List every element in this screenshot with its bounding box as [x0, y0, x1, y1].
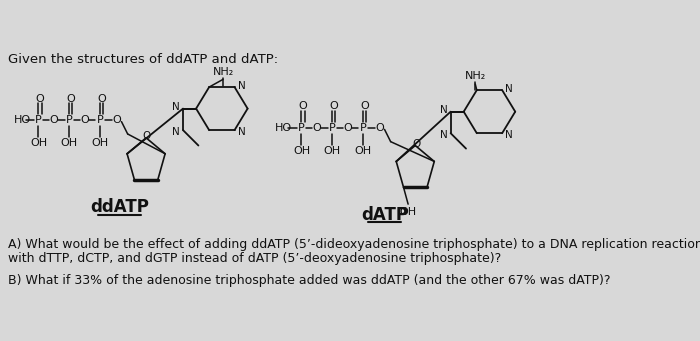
- Text: N: N: [505, 84, 513, 93]
- Text: O: O: [50, 115, 58, 125]
- Text: O: O: [97, 93, 106, 104]
- Text: P: P: [298, 123, 304, 133]
- Text: O: O: [66, 93, 75, 104]
- Text: O: O: [113, 115, 121, 125]
- Text: NH₂: NH₂: [465, 71, 486, 81]
- Text: O: O: [312, 123, 321, 133]
- Text: OH: OH: [92, 138, 108, 148]
- Text: O: O: [360, 101, 369, 111]
- Text: N: N: [172, 102, 180, 112]
- Text: O: O: [375, 123, 384, 133]
- Text: OH: OH: [323, 146, 341, 156]
- Text: P: P: [35, 115, 42, 125]
- Text: O: O: [330, 101, 338, 111]
- Text: O: O: [80, 115, 89, 125]
- Text: Given the structures of ddATP and dATP:: Given the structures of ddATP and dATP:: [8, 53, 278, 66]
- Text: OH: OH: [61, 138, 78, 148]
- Text: O: O: [412, 139, 420, 149]
- Text: OH: OH: [354, 146, 372, 156]
- Text: OH: OH: [293, 146, 310, 156]
- Text: N: N: [505, 130, 513, 140]
- Text: P: P: [329, 123, 335, 133]
- Text: B) What if 33% of the adenosine triphosphate added was ddATP (and the other 67% : B) What if 33% of the adenosine triphosp…: [8, 274, 610, 287]
- Text: P: P: [97, 115, 104, 125]
- Text: N: N: [172, 127, 180, 137]
- Text: A) What would be the effect of adding ddATP (5’-dideoxyadenosine triphosphate) t: A) What would be the effect of adding dd…: [8, 238, 700, 251]
- Text: O: O: [143, 131, 151, 141]
- Text: OH: OH: [400, 207, 416, 217]
- Text: N: N: [237, 80, 246, 90]
- Text: O: O: [299, 101, 307, 111]
- Text: with dTTP, dCTP, and dGTP instead of dATP (5’-deoxyadenosine triphosphate)?: with dTTP, dCTP, and dGTP instead of dAT…: [8, 252, 501, 265]
- Text: HO: HO: [14, 115, 31, 125]
- Text: NH₂: NH₂: [212, 67, 234, 77]
- Text: O: O: [36, 93, 44, 104]
- Text: HO: HO: [275, 123, 293, 133]
- Text: O: O: [343, 123, 352, 133]
- Text: N: N: [237, 127, 246, 137]
- Text: N: N: [440, 105, 447, 115]
- Text: N: N: [440, 130, 447, 140]
- Text: P: P: [360, 123, 366, 133]
- Text: dATP: dATP: [361, 206, 408, 224]
- Text: OH: OH: [30, 138, 47, 148]
- Text: ddATP: ddATP: [90, 198, 148, 216]
- Text: P: P: [66, 115, 73, 125]
